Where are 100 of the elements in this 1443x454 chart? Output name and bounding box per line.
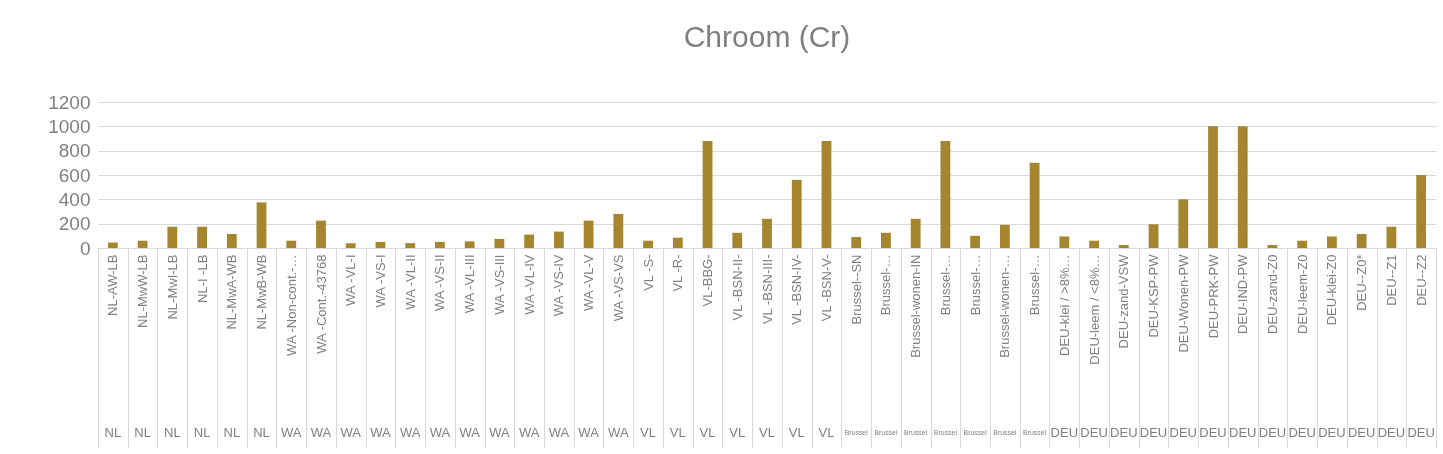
text: DEU [1050, 425, 1079, 440]
text: VL [699, 425, 716, 440]
text: NL [104, 425, 122, 440]
bar [316, 220, 326, 248]
x-tick-label: DEU-PRK-PW [1205, 253, 1221, 339]
text: VL [788, 425, 805, 440]
bar [1029, 162, 1040, 248]
x-tick-label: Brussel--SN [848, 254, 864, 325]
x-tick-label: Brussel-… [1027, 254, 1043, 316]
text: WA [459, 425, 481, 440]
text: DEU [1169, 425, 1197, 440]
bar [613, 213, 624, 248]
x-tick-label: DEU-klei-Z0 [1324, 254, 1340, 326]
x-tick-label: WA -VL-II [402, 254, 418, 310]
bar [1297, 240, 1308, 248]
text: VL [669, 425, 686, 440]
text: DEU [1229, 425, 1257, 440]
bar [643, 240, 653, 248]
bar [1059, 236, 1070, 248]
x-tick-label: DEU-KSP-PW [1146, 253, 1162, 338]
bar [375, 241, 386, 248]
x-tick-label: DEU-zand-Z0 [1264, 254, 1280, 334]
text: DEU [1080, 425, 1108, 440]
bar [583, 220, 594, 248]
bar [167, 226, 178, 248]
bar [107, 242, 118, 248]
bar [1386, 226, 1397, 248]
y-tick-label: 1000 [48, 115, 91, 137]
bar [256, 202, 267, 248]
text: WA [489, 425, 510, 440]
x-tick-label: WA -VL-IV [521, 254, 537, 315]
bar [1118, 244, 1129, 248]
x-tick-label: VL -BSN-III- [759, 254, 775, 325]
x-tick-label: Brussel-wonen-IN [908, 254, 924, 358]
x-tick-label: DEU-leem-Z0 [1294, 254, 1310, 334]
x-tick-label: WA -VS-II [432, 254, 448, 312]
x-tick-label: DEU--Z0* [1354, 254, 1370, 311]
bar [940, 140, 951, 248]
bar [702, 140, 713, 248]
bar [524, 234, 535, 248]
x-tick-label: VL -BSN-IV- [789, 254, 805, 325]
bar [1267, 244, 1278, 248]
chart-title: Chroom (Cr) [683, 20, 851, 53]
y-tick-label: 400 [58, 188, 91, 210]
bar [1416, 175, 1427, 248]
bar [226, 234, 237, 248]
bar [464, 241, 475, 248]
text: DEU [1258, 425, 1287, 440]
x-tick-label: NL-MwW-LB [135, 254, 151, 328]
bar [137, 240, 148, 248]
text: NL [164, 425, 181, 440]
y-tick-label: 1200 [48, 91, 91, 113]
bar [286, 240, 297, 248]
text: DEU [1318, 425, 1346, 440]
text: WA [281, 425, 302, 440]
text: WA [608, 425, 629, 440]
x-tick-label: WA -VS-IV [551, 254, 567, 317]
x-tick-label: WA -VS-III [491, 254, 507, 315]
bar [553, 231, 564, 248]
text: DEU [1199, 425, 1227, 440]
text: DEU [1139, 425, 1168, 440]
x-tick-label: NL-MwB-WB [254, 254, 270, 330]
text: NL [253, 425, 270, 440]
bar [672, 237, 683, 248]
x-tick-label: WA -VL-III [462, 254, 478, 314]
text: DEU [1288, 425, 1316, 440]
bar [881, 232, 891, 248]
x-tick-label: VL -S- [640, 254, 656, 291]
y-tick-label: 200 [58, 213, 91, 235]
x-tick-label: NL-MwI-LB [164, 254, 180, 320]
x-tick-label: DEU--Z2 [1413, 254, 1429, 306]
x-tick-label: DEU-Wonen-PW [1175, 253, 1191, 353]
x-tick-label: NL-AW-LB [105, 254, 121, 316]
bar [1148, 224, 1159, 248]
x-tick-label: DEU-leem / <8%… [1086, 254, 1102, 365]
x-tick-label: VL -BSN-II- [729, 254, 745, 321]
bar [999, 224, 1010, 248]
bar [197, 226, 207, 248]
text: WA [370, 425, 392, 440]
x-tick-label: WA -VS-I [372, 254, 388, 308]
text: WA [578, 425, 600, 440]
bar [1327, 236, 1337, 248]
x-tick-label: Brussel-… [967, 254, 983, 316]
x-tick-label: DEU-IND-PW [1235, 253, 1251, 334]
x-tick-label: VL -BSN-V- [818, 254, 834, 322]
text: WA [310, 425, 332, 440]
y-tick-label: 800 [58, 140, 91, 162]
x-tick-label: WA -VL-V [581, 254, 597, 312]
text: VL [759, 425, 775, 440]
text: WA [399, 425, 421, 440]
x-tick-label: DEU-klei / >8%… [1056, 254, 1072, 356]
text: DEU [1347, 425, 1376, 440]
bar [405, 243, 416, 248]
text: WA [518, 425, 540, 440]
x-tick-label: Brussel-… [878, 254, 894, 316]
x-tick-label: WA -VS-VS [610, 254, 626, 322]
x-tick-label: VL-BBG- [700, 254, 716, 307]
bar [1178, 199, 1189, 248]
text: WA [548, 425, 570, 440]
x-tick-label: NL-I -LB [194, 254, 210, 303]
